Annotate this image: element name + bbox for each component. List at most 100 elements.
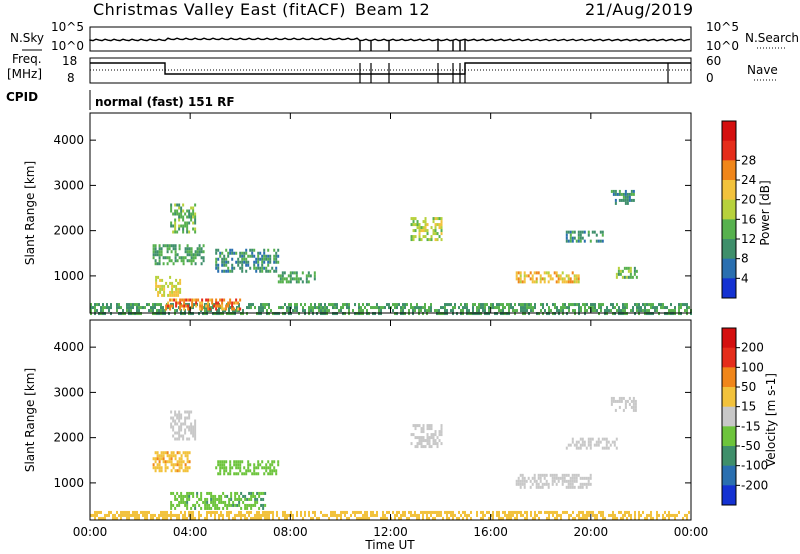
echo-cell bbox=[229, 460, 232, 464]
echo-cell bbox=[532, 516, 534, 520]
echo-cell bbox=[444, 510, 446, 514]
echo-cell bbox=[573, 277, 576, 281]
echo-cell bbox=[418, 439, 421, 443]
echo-cell bbox=[414, 309, 416, 313]
echo-cell bbox=[134, 513, 136, 517]
echo-cell bbox=[530, 303, 532, 307]
echo-cell bbox=[260, 513, 262, 517]
echo-cell bbox=[577, 233, 580, 237]
echo-cell bbox=[460, 513, 462, 517]
echo-cell bbox=[174, 506, 177, 510]
echo-cell bbox=[402, 513, 404, 517]
echo-cell bbox=[269, 254, 272, 258]
echo-cell bbox=[170, 463, 173, 467]
echo-cell bbox=[259, 266, 262, 270]
echo-cell bbox=[160, 513, 162, 517]
echo-cell bbox=[430, 433, 433, 437]
echo-cell bbox=[614, 201, 617, 205]
echo-cell bbox=[164, 460, 167, 464]
echo-cell bbox=[222, 491, 225, 495]
echo-cell bbox=[106, 303, 108, 307]
echo-cell bbox=[571, 476, 574, 480]
echo-cell bbox=[269, 463, 272, 467]
echo-cell bbox=[254, 513, 256, 517]
echo-cell bbox=[622, 516, 624, 520]
echo-cell bbox=[194, 250, 197, 254]
echo-cell bbox=[168, 259, 171, 263]
freq-unit-label: [MHz] bbox=[7, 67, 42, 81]
echo-cell bbox=[434, 516, 436, 520]
echo-cell bbox=[152, 457, 155, 461]
echo-cell bbox=[470, 516, 472, 520]
echo-cell bbox=[545, 479, 548, 483]
echo-cell bbox=[630, 399, 633, 403]
echo-cell bbox=[199, 301, 202, 305]
echo-cell bbox=[142, 306, 144, 310]
echo-cell bbox=[150, 309, 152, 313]
echo-cell bbox=[648, 513, 650, 517]
echo-cell bbox=[627, 269, 630, 273]
echo-cell bbox=[626, 198, 629, 202]
echo-cell bbox=[358, 309, 360, 313]
echo-cell bbox=[221, 301, 224, 305]
echo-cell bbox=[246, 516, 248, 520]
echo-cell bbox=[552, 513, 554, 517]
echo-cell bbox=[482, 516, 484, 520]
echo-cell bbox=[192, 259, 195, 263]
echo-cell bbox=[356, 516, 358, 520]
noise-tick-high-left: 10^5 bbox=[51, 20, 84, 34]
range-tick-label: 2000 bbox=[53, 431, 84, 445]
echo-cell bbox=[152, 516, 154, 520]
echo-cell bbox=[354, 513, 356, 517]
echo-cell bbox=[562, 510, 564, 514]
echo-cell bbox=[555, 476, 558, 480]
echo-cell bbox=[316, 306, 318, 310]
echo-cell bbox=[253, 248, 256, 252]
echo-cell bbox=[601, 446, 604, 450]
echo-cell bbox=[612, 516, 614, 520]
echo-cell bbox=[674, 516, 676, 520]
echo-cell bbox=[161, 287, 164, 291]
echo-cell bbox=[223, 466, 226, 470]
echo-cell bbox=[271, 472, 274, 476]
echo-cell bbox=[550, 510, 552, 514]
echo-cell bbox=[178, 451, 181, 455]
echo-cell bbox=[589, 239, 592, 243]
echo-cell bbox=[239, 251, 242, 255]
echo-cell bbox=[258, 491, 261, 495]
echo-cell bbox=[416, 223, 419, 227]
echo-cell bbox=[173, 298, 176, 302]
echo-cell bbox=[358, 510, 360, 514]
station-title: Christmas Valley East (fitACF) bbox=[93, 0, 346, 19]
echo-cell bbox=[566, 510, 568, 514]
echo-cell bbox=[642, 510, 644, 514]
echo-cell bbox=[174, 218, 177, 222]
echo-cell bbox=[446, 312, 448, 316]
echo-cell bbox=[250, 494, 253, 498]
echo-cell bbox=[616, 192, 619, 196]
echo-cell bbox=[528, 312, 530, 316]
echo-cell bbox=[204, 312, 206, 316]
echo-cell bbox=[257, 251, 260, 255]
echo-cell bbox=[174, 253, 177, 257]
date-label: 21/Aug/2019 bbox=[585, 0, 694, 19]
echo-cell bbox=[138, 312, 140, 316]
echo-cell bbox=[194, 227, 197, 231]
echo-cell bbox=[532, 309, 534, 313]
echo-cell bbox=[225, 304, 228, 308]
echo-cell bbox=[588, 510, 590, 514]
echo-cell bbox=[336, 303, 338, 307]
echo-cell bbox=[543, 476, 546, 480]
echo-cell bbox=[324, 309, 326, 313]
echo-cell bbox=[289, 277, 292, 281]
echo-cell bbox=[296, 303, 298, 307]
echo-cell bbox=[498, 516, 500, 520]
echo-cell bbox=[263, 254, 266, 258]
echo-cell bbox=[517, 271, 520, 275]
colorbar-segment bbox=[722, 328, 736, 349]
echo-cell bbox=[178, 466, 181, 470]
echo-cell bbox=[162, 516, 164, 520]
echo-cell bbox=[412, 306, 414, 310]
echo-cell bbox=[494, 312, 496, 316]
echo-cell bbox=[192, 312, 194, 316]
